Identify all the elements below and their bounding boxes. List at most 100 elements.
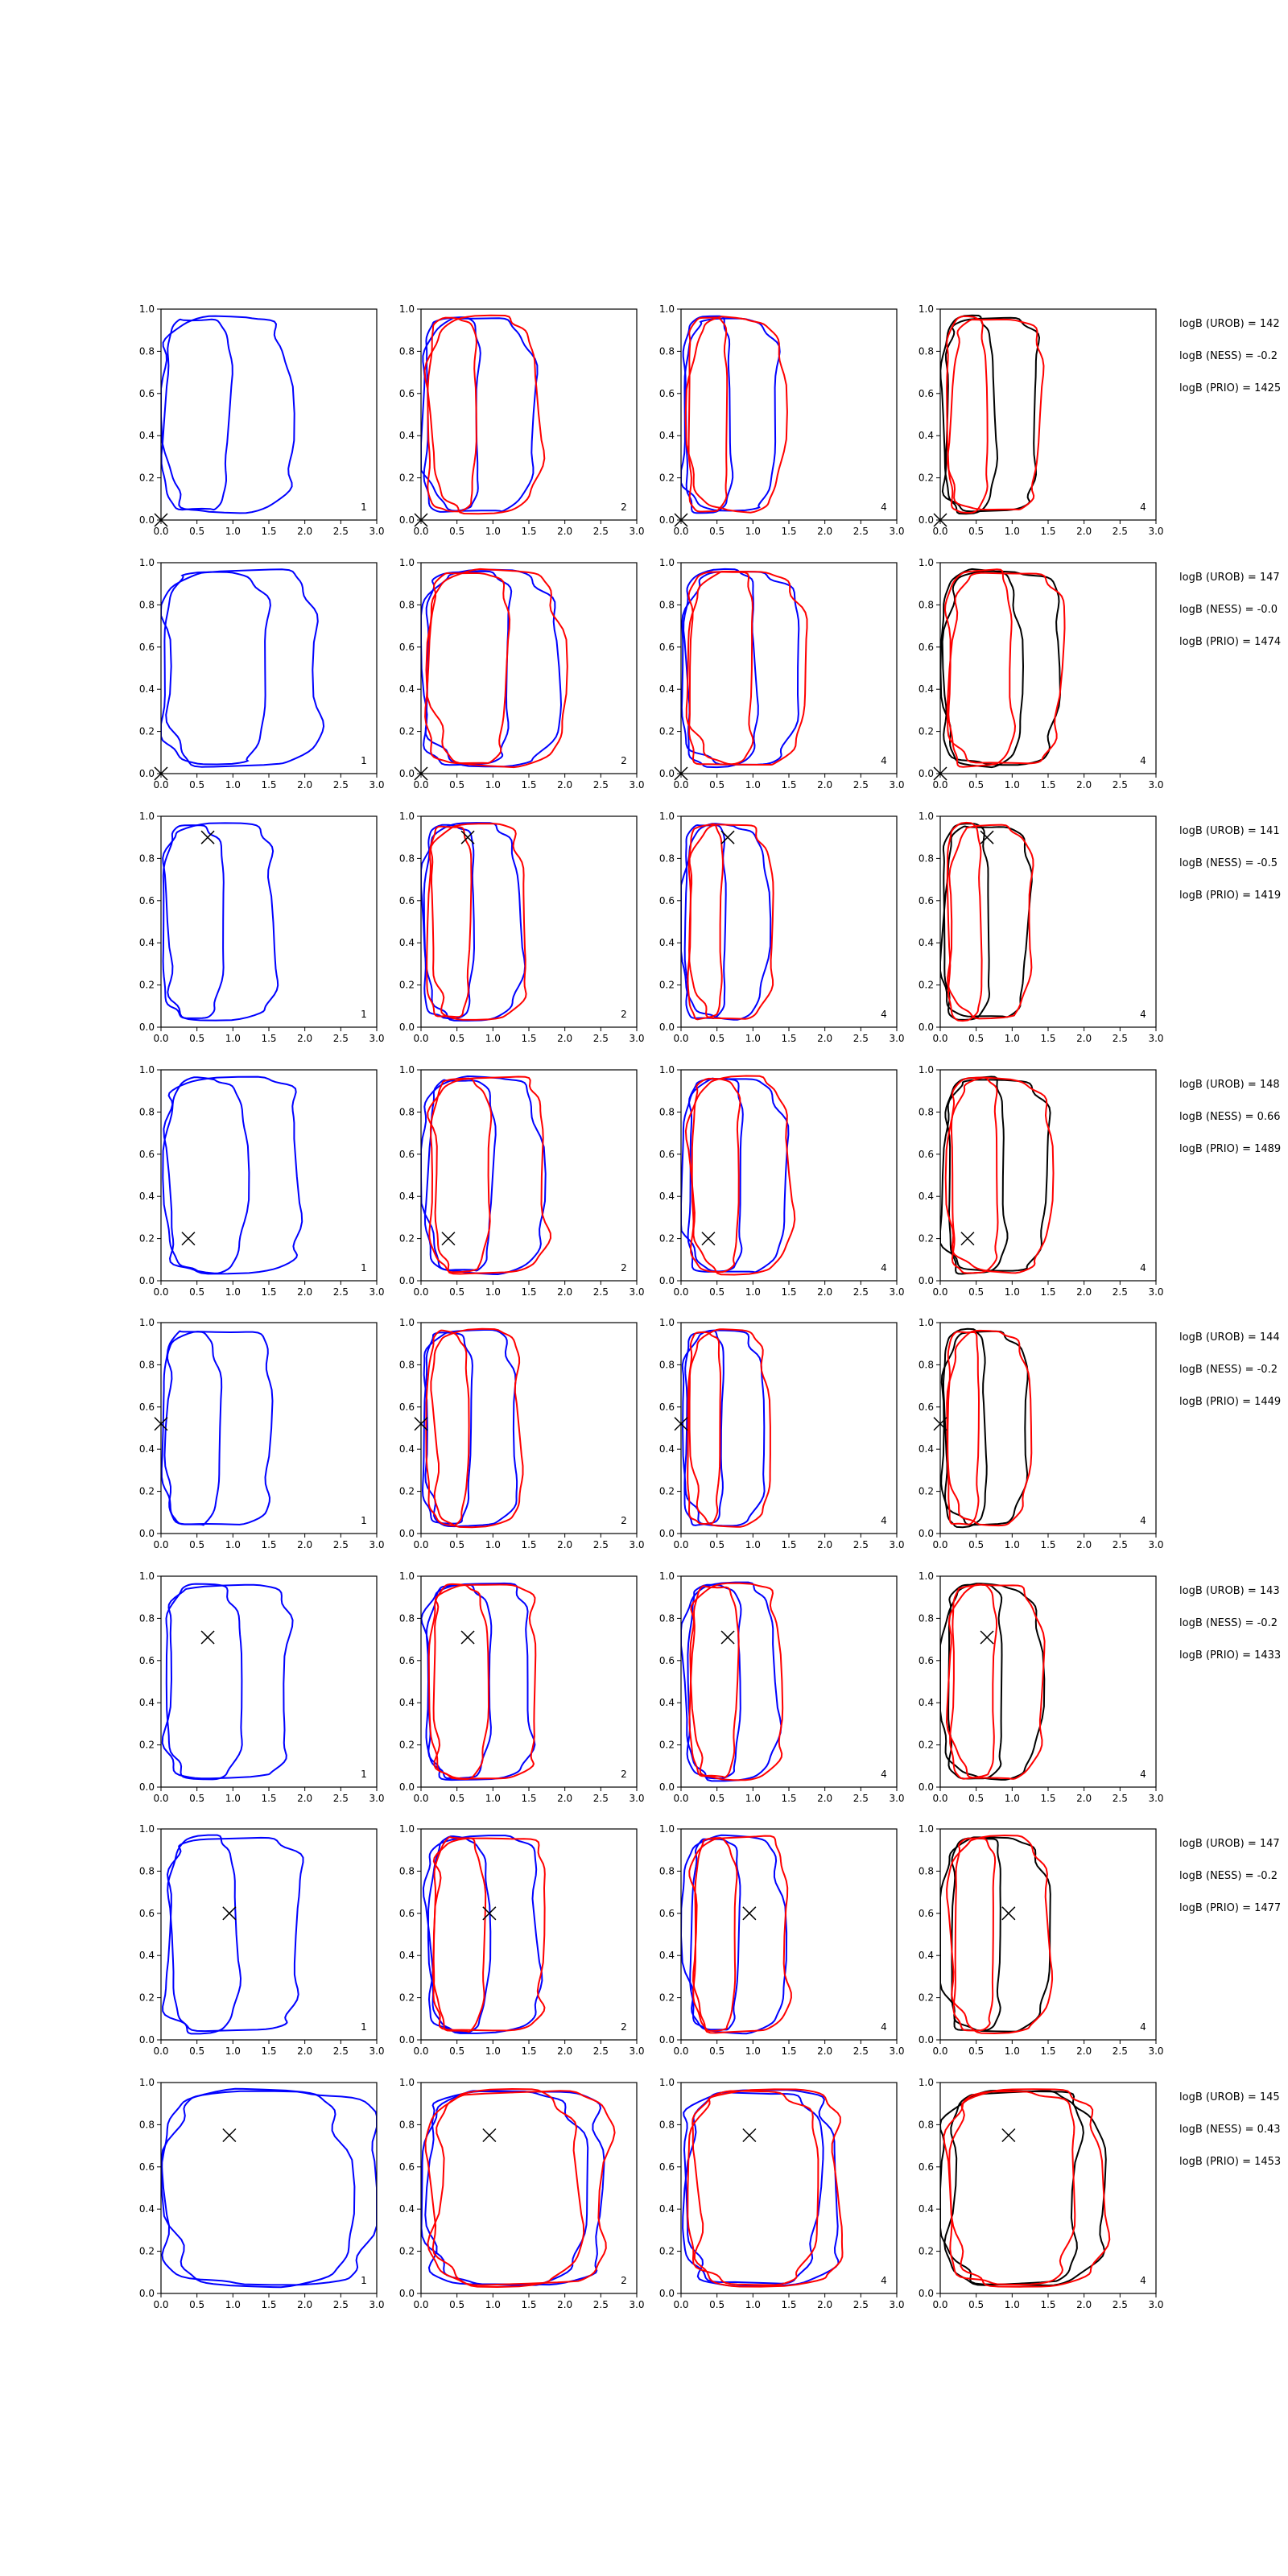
panel-number: 1 [361,2275,367,2286]
black-contour-level-2 [941,570,1062,766]
y-tick-label: 0.8 [659,345,675,357]
blue-contour-level-1 [683,568,759,769]
blue-contour-level-1 [423,570,513,766]
x-tick-label: 2.5 [853,2299,869,2310]
y-tick-label: 0.8 [919,852,934,864]
x-tick-label: 2.5 [853,526,869,537]
x-tick-label: 2.0 [297,779,312,791]
y-tick-label: 0.0 [139,768,155,779]
blue-contour-level-1 [161,571,271,766]
subplot-r6-c1: 0.0 0.5 1.0 1.5 2.0 2.5 3.0 0.0 0.2 0.4 0.6 0.8 1.0 1 [139,1571,385,1804]
logB-text: logB (UROB) = 147 [1179,1838,1280,1850]
axes-frame [160,562,378,774]
axes-frame [420,1069,638,1282]
y-tick-label: 0.0 [139,1022,155,1033]
y-tick-label: 0.6 [919,1149,934,1160]
x-tick-label: 2.0 [297,1033,312,1044]
y-tick-label: 0.2 [139,1486,155,1497]
x-tick-label: 0.0 [932,779,947,791]
logB-text: logB (NESS) = -0.0 [1179,604,1278,616]
axes-frame [680,562,898,774]
panel-number: 1 [361,502,367,513]
y-tick-label: 0.0 [139,2034,155,2046]
x-tick-label: 2.5 [593,2046,609,2057]
y-tick-label: 1.0 [659,2077,675,2088]
x-tick-label: 1.5 [521,526,536,537]
x-tick-label: 3.0 [369,1286,384,1298]
y-tick-label: 0.4 [919,1697,934,1708]
y-tick-label: 0.8 [139,1106,155,1117]
blue-contour-level-1 [683,1330,724,1526]
y-tick-label: 0.4 [399,1191,415,1202]
x-tick-label: 3.0 [1148,1539,1163,1550]
red-contour-level-2 [427,2090,616,2286]
red-contour-level-2 [432,1837,546,2032]
x-tick-label: 1.0 [1005,526,1020,537]
y-tick-label: 1.0 [399,1317,415,1328]
y-tick-label: 0.8 [659,1359,675,1370]
red-contour-level-1 [692,1837,738,2032]
x-tick-label: 1.0 [745,526,761,537]
y-tick-label: 0.6 [659,1655,675,1666]
red-contour-level-1 [424,572,511,765]
logB-text: logB (UROB) = 145 [1179,2091,1280,2103]
logB-text: logB (PRIO) = 1474 [1179,636,1281,648]
contour-layer [940,314,1045,515]
x-tick-label: 2.5 [333,526,349,537]
logB-text: logB (NESS) = 0.66 [1179,1111,1281,1123]
x-marker [460,1630,475,1645]
x-tick-label: 0.0 [413,1033,428,1044]
x-marker [200,830,215,844]
x-tick-label: 1.5 [781,779,796,791]
axes-frame [939,815,1157,1028]
red-contour-level-2 [685,571,808,766]
x-marker [482,2128,497,2143]
y-tick-label: 0.4 [919,1191,934,1202]
y-tick-label: 0.8 [919,1359,934,1370]
x-tick-label: 1.5 [261,1033,276,1044]
x-tick-label: 2.0 [1076,779,1092,791]
x-tick-label: 3.0 [629,1286,644,1298]
x-tick-label: 1.0 [745,1793,761,1804]
blue-contour-level-2 [161,1583,294,1780]
x-tick-label: 3.0 [1148,2046,1163,2057]
contour-layer [940,1583,1046,1781]
x-tick-label: 0.5 [449,1286,464,1298]
x-tick-label: 2.5 [593,526,609,537]
x-tick-label: 0.0 [673,1539,688,1550]
red-contour-level-2 [684,1075,796,1276]
x-tick-label: 3.0 [889,1286,904,1298]
y-tick-label: 0.0 [139,514,155,526]
x-tick-label: 2.0 [1076,1033,1092,1044]
x-tick-label: 3.0 [369,1793,384,1804]
y-tick-label: 0.4 [139,1950,155,1961]
y-tick-label: 1.0 [659,1317,675,1328]
x-tick-label: 2.5 [1113,1033,1128,1044]
y-tick-label: 0.4 [919,1443,934,1455]
x-tick-label: 1.5 [781,2046,796,2057]
y-tick-label: 0.8 [659,1612,675,1624]
y-tick-label: 0.4 [659,430,675,441]
red-contour-level-1 [687,2090,819,2286]
y-tick-label: 0.4 [139,1191,155,1202]
subplot-r2-c3: 0.0 0.5 1.0 1.5 2.0 2.5 3.0 0.0 0.2 0.4 0.6 0.8 1.0 4 [659,557,905,791]
axes-frame [939,1575,1157,1788]
y-tick-label: 0.2 [399,2246,415,2257]
y-tick-label: 0.2 [659,726,675,737]
subplot-r8-c4: 0.0 0.5 1.0 1.5 2.0 2.5 3.0 0.0 0.2 0.4 0.6 0.8 1.0 4 [919,2077,1164,2310]
axes-frame [939,1322,1157,1534]
x-tick-label: 0.5 [189,1033,204,1044]
x-tick-label: 0.0 [153,2299,168,2310]
red-contour-level-1 [947,1331,980,1525]
y-tick-label: 1.0 [399,811,415,822]
x-tick-label: 2.5 [333,2046,349,2057]
subplot-r2-c2: 0.0 0.5 1.0 1.5 2.0 2.5 3.0 0.0 0.2 0.4 0.6 0.8 1.0 2 [399,557,645,791]
y-tick-label: 0.2 [399,726,415,737]
y-tick-label: 0.0 [399,1528,415,1539]
subplot-r7-c1: 0.0 0.5 1.0 1.5 2.0 2.5 3.0 0.0 0.2 0.4 0.6 0.8 1.0 1 [139,1823,385,2057]
y-tick-label: 0.4 [399,430,415,441]
panel-number: 2 [621,755,627,766]
y-tick-label: 0.8 [399,1612,415,1624]
logB-text: logB (PRIO) = 1419 [1179,890,1281,902]
x-tick-label: 3.0 [1148,779,1163,791]
